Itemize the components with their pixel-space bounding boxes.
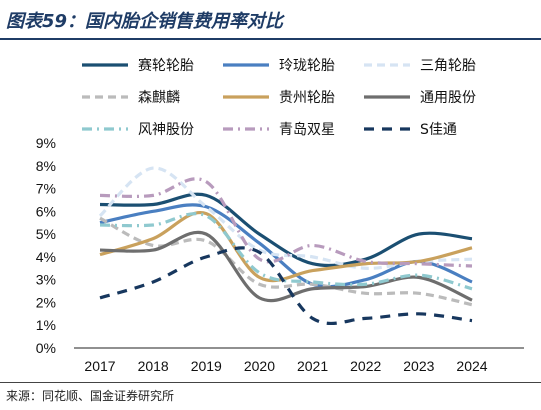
series-line-1 bbox=[99, 192, 473, 268]
y-tick-label: 1% bbox=[36, 317, 56, 333]
legend-label: 三角轮胎 bbox=[420, 58, 476, 74]
y-tick-label: 5% bbox=[36, 226, 56, 242]
x-tick-label: 2024 bbox=[456, 358, 487, 374]
series-line-6 bbox=[99, 230, 473, 303]
series-line-4 bbox=[99, 216, 473, 307]
chart-title: 图表59：国内胎企销售费用率对比 bbox=[6, 11, 284, 32]
y-tick-label: 9% bbox=[36, 135, 56, 151]
series-line-8 bbox=[99, 177, 473, 268]
y-tick-label: 4% bbox=[36, 249, 56, 265]
y-tick-label: 2% bbox=[36, 294, 56, 310]
y-tick-label: 6% bbox=[36, 203, 56, 219]
legend-label: 玲珑轮胎 bbox=[279, 58, 335, 74]
series-line-7 bbox=[99, 212, 473, 291]
series-line-9 bbox=[99, 246, 473, 326]
x-tick-label: 2022 bbox=[350, 358, 381, 374]
footer-divider bbox=[0, 382, 541, 383]
legend-label: 赛轮轮胎 bbox=[138, 58, 194, 74]
x-tick-label: 2023 bbox=[403, 358, 434, 374]
legend-label: 森麒麟 bbox=[138, 90, 180, 106]
y-tick-label: 8% bbox=[36, 158, 56, 174]
x-tick-label: 2021 bbox=[297, 358, 328, 374]
source-note: 来源：同花顺、国金证券研究所 bbox=[6, 389, 175, 403]
legend-label: 青岛双星 bbox=[279, 122, 335, 138]
series-line-5 bbox=[99, 210, 473, 283]
series-line-3 bbox=[98, 166, 473, 270]
x-tick-label: 2019 bbox=[191, 358, 222, 374]
x-tick-label: 2017 bbox=[84, 358, 115, 374]
legend-label: 通用股份 bbox=[420, 90, 476, 106]
x-tick-label: 2018 bbox=[138, 358, 169, 374]
legend-label: 风神股份 bbox=[138, 122, 194, 138]
x-tick-label: 2020 bbox=[244, 358, 275, 374]
y-tick-label: 3% bbox=[36, 272, 56, 288]
y-tick-label: 7% bbox=[36, 181, 56, 197]
legend-label: 贵州轮胎 bbox=[279, 90, 335, 106]
legend-label: S佳通 bbox=[420, 122, 457, 138]
y-tick-label: 0% bbox=[36, 340, 56, 356]
title-divider bbox=[0, 38, 541, 40]
line-chart: 0% 1% 2% 3% 4% 5% 6% 7% 8% 9% 2017 2018 2019 2020 2021… bbox=[36, 58, 524, 374]
